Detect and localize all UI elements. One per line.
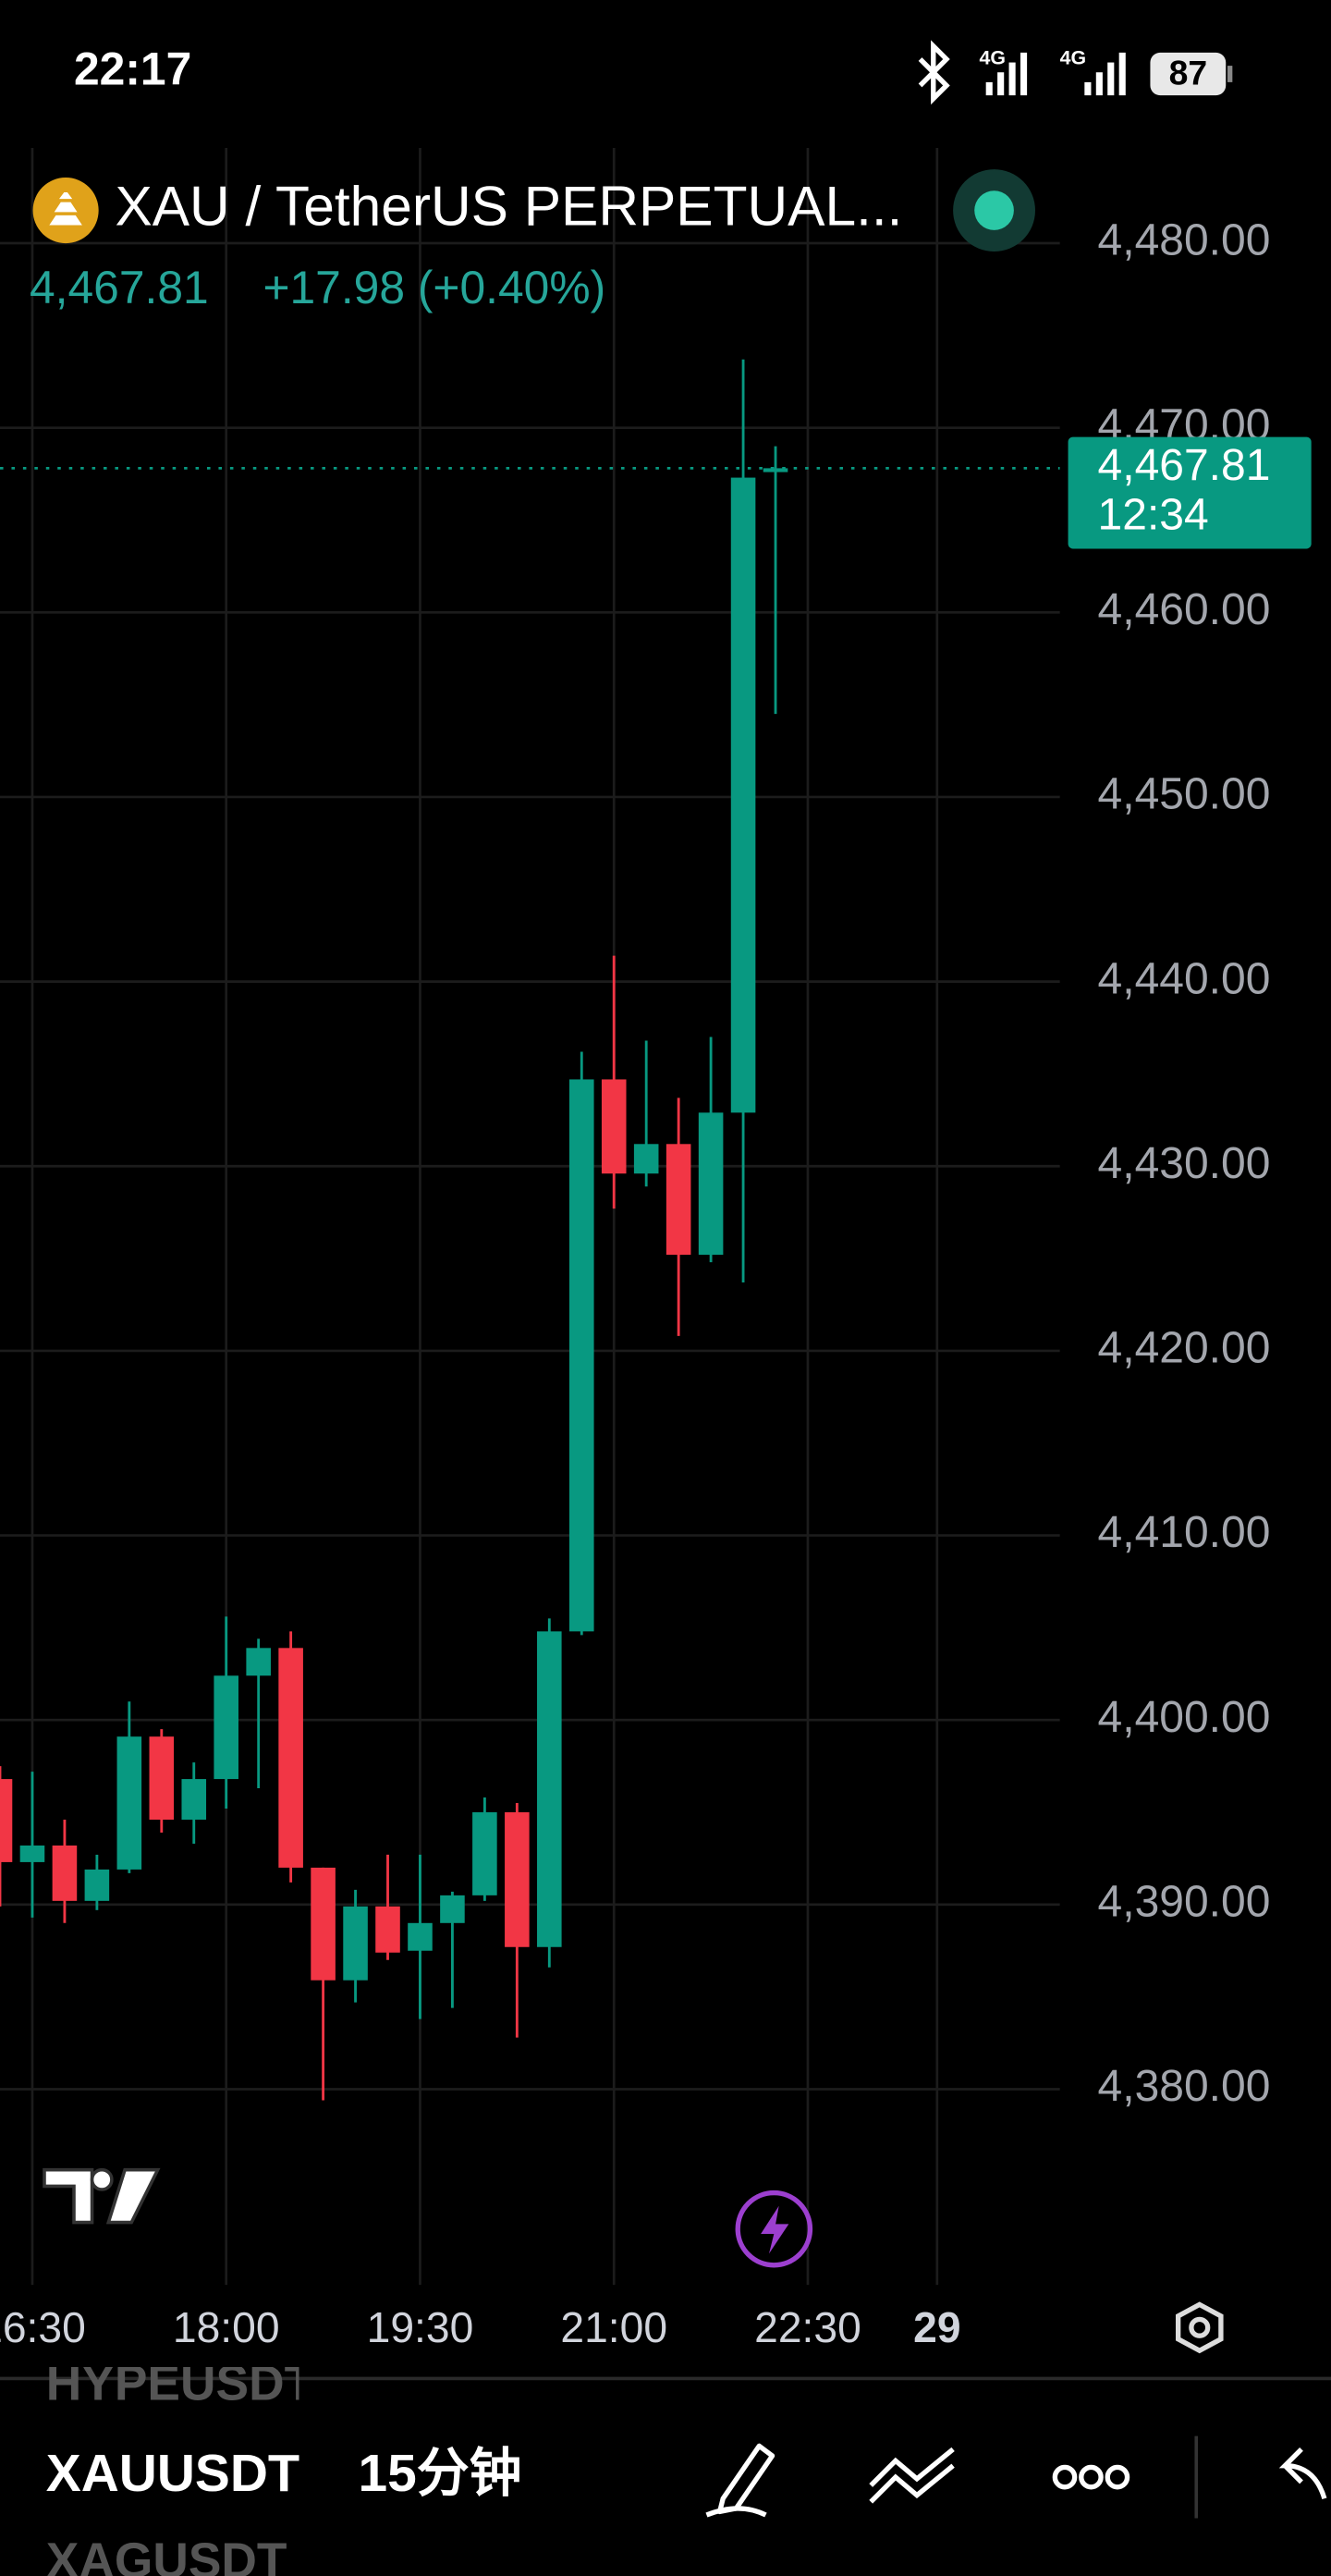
candle-body [278,1648,303,1868]
network-type: 4G [980,47,1006,69]
symbol-header[interactable]: XAU / TetherUS PERPETUAL... [32,175,903,244]
y-tick-label: 4,460.00 [1098,585,1271,634]
y-tick-label: 4,400.00 [1098,1693,1271,1742]
battery-tip [1227,66,1233,82]
symbol-option[interactable]: XAGUSDT [46,2533,287,2576]
x-tick-label: 16:30 [0,2303,86,2351]
symbol-picker[interactable]: HYPEUSDT XAUUSDT XAGUSDT [46,2356,314,2576]
candle-body [698,1112,724,1256]
candle-body [214,1675,238,1780]
y-tick-label: 4,410.00 [1098,1508,1271,1557]
market-status-dot [974,190,1014,230]
candle-body [84,1869,110,1901]
y-tick-label: 4,450.00 [1098,770,1271,819]
tv-logo[interactable] [43,2167,161,2225]
status-time: 22:17 [74,43,191,94]
interval-button[interactable]: 15分钟 [359,2445,522,2503]
header-price: 4,467.81 [30,262,209,313]
symbol-title[interactable]: XAU / TetherUS PERPETUAL... [115,175,902,238]
bluetooth-icon [918,40,950,105]
candle-body [730,477,756,1113]
last-price-box [1068,436,1312,549]
symbol-option[interactable]: HYPEUSDT [46,2356,314,2410]
settings-button[interactable] [1176,2301,1224,2354]
y-tick-label: 4,390.00 [1098,1878,1271,1927]
x-tick-label: 19:30 [367,2303,474,2351]
battery-icon [1150,52,1227,96]
price-axis: 4,380.00 4,390.00 4,400.00 4,410.00 4,420.00… [1068,216,1312,2111]
symbol-current[interactable]: XAUUSDT [46,2445,300,2503]
candle-body [601,1079,627,1174]
candle-body [440,1895,465,1923]
candle-body [181,1779,207,1821]
candle-body [52,1845,78,1901]
y-tick-label: 4,420.00 [1098,1324,1271,1373]
grid [0,148,1060,2286]
candle-body [149,1736,175,1821]
candle-body [763,468,788,472]
candle-body [568,1079,594,1632]
y-tick-label: 4,430.00 [1098,1139,1271,1188]
x-tick-label: 18:00 [173,2303,280,2351]
x-tick-label: 21:00 [560,2303,667,2351]
signal-icon [985,52,1028,96]
x-tick-label: 22:30 [754,2303,861,2351]
more-button[interactable] [1052,2464,1130,2490]
plot-area [0,359,1060,2101]
gold-bars [49,192,82,226]
y-tick-label: 4,480.00 [1098,216,1271,265]
time-axis: 16:30 18:00 19:30 21:00 22:30 29 [0,2303,961,2351]
network-type: 4G [1060,47,1086,69]
header-change: +17.98 (+0.40%) [263,262,605,313]
y-tick-label: 4,380.00 [1098,2062,1271,2111]
last-price-label: 4,467.81 [1098,441,1271,490]
candle-body [505,1812,530,1947]
candle-body [246,1648,271,1676]
candle-body [311,1867,336,1981]
indicator-button[interactable] [869,2447,955,2504]
candle-body [0,1779,13,1862]
lightning-icon [761,2205,789,2254]
countdown-label: 12:34 [1098,490,1209,539]
draw-button[interactable] [705,2443,775,2518]
settings-icon [1189,2316,1211,2338]
battery-level: 87 [1169,54,1208,92]
candle-body [375,1906,400,1953]
lightning-button[interactable] [735,2190,813,2268]
candle-body [472,1812,497,1895]
y-tick-label: 4,440.00 [1098,954,1271,1003]
x-tick-label: 29 [913,2303,960,2351]
undo-button[interactable] [1278,2447,1327,2500]
candle-body [408,1922,433,1951]
candle-body [116,1736,142,1870]
signal-icon [1084,52,1126,96]
candle-body [633,1144,659,1174]
candle-body [343,1906,368,1981]
candle-body [19,1845,45,1862]
candle-body [666,1144,691,1256]
candle-body [537,1631,562,1947]
